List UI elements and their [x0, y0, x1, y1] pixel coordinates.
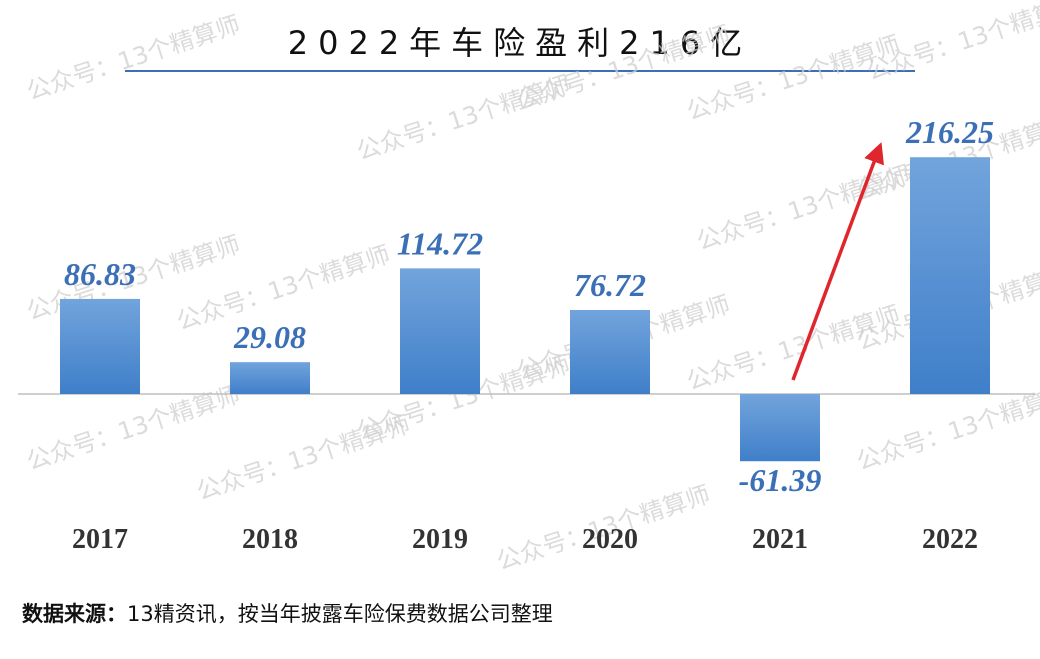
data-label-2021: -61.39: [739, 462, 822, 498]
source-label: 数据来源：: [22, 602, 127, 626]
x-tick-2022: 2022: [922, 524, 978, 555]
x-tick-2020: 2020: [582, 524, 638, 555]
data-label-2017: 86.83: [64, 256, 136, 292]
source-note: 数据来源：13精资讯，按当年披露车险保费数据公司整理: [22, 598, 553, 628]
x-tick-2019: 2019: [412, 524, 468, 555]
watermark-text: 公众号：13个精算师: [23, 10, 243, 105]
source-text: 13精资讯，按当年披露车险保费数据公司整理: [127, 602, 553, 626]
title-underline: [125, 70, 915, 72]
bar-2018: [230, 362, 310, 394]
bar-2021: [740, 394, 820, 462]
x-tick-2017: 2017: [72, 524, 128, 555]
data-label-2022: 216.25: [905, 114, 994, 150]
bar-2017: [60, 298, 140, 394]
watermark-text: 公众号：13个精算师: [693, 160, 913, 255]
bar-2022: [910, 157, 990, 394]
trend-arrow: [791, 142, 884, 381]
bar-2019: [400, 268, 480, 394]
bar-chart: 公众号：13个精算师公众号：13个精算师公众号：13个精算师公众号：13个精算师…: [18, 0, 1040, 576]
data-label-2019: 114.72: [397, 225, 483, 261]
x-tick-2018: 2018: [242, 524, 298, 555]
data-label-2020: 76.72: [574, 267, 646, 303]
bar-2020: [570, 309, 650, 394]
chart-title: 2022年车险盈利216亿: [287, 24, 753, 62]
x-tick-2021: 2021: [752, 524, 808, 555]
data-label-2018: 29.08: [233, 319, 306, 355]
watermark-layer: 公众号：13个精算师公众号：13个精算师公众号：13个精算师公众号：13个精算师…: [23, 0, 1040, 576]
